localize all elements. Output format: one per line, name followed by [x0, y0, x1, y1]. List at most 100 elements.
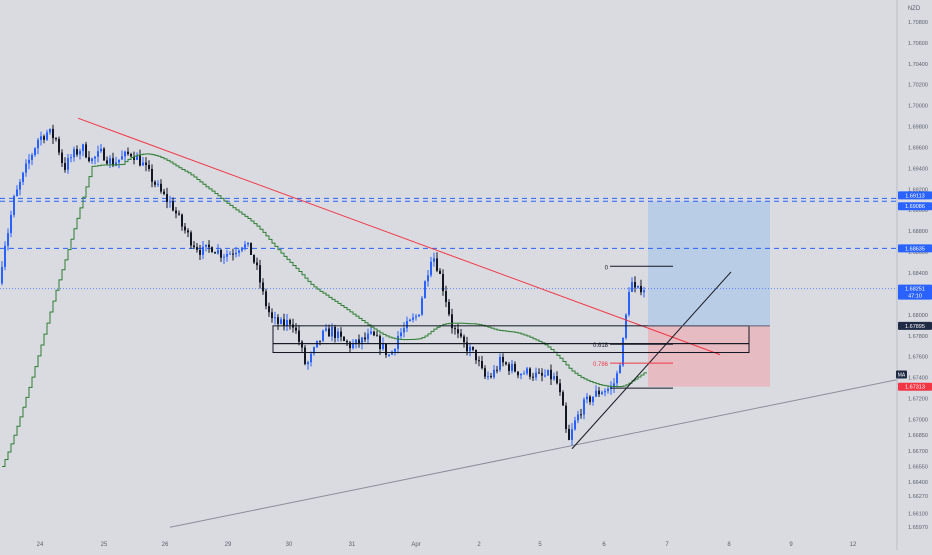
drawings[interactable]: [77, 117, 898, 528]
candle-body: [466, 342, 468, 352]
price-tick-label: 1.68600: [908, 250, 928, 256]
candle-body: [427, 275, 429, 282]
candle-body: [376, 335, 378, 337]
candle-body: [433, 258, 435, 262]
currency-label: NZD: [908, 6, 921, 12]
candle-body: [133, 156, 135, 160]
candle-body: [178, 213, 180, 215]
candle-body: [181, 214, 183, 227]
candle-body: [64, 162, 66, 170]
candle-body: [187, 230, 189, 233]
candle-body: [259, 265, 261, 283]
price-badge: [898, 244, 932, 253]
candle-body: [430, 261, 432, 276]
candle-body: [163, 191, 165, 195]
candle-body: [565, 405, 567, 429]
candle-body: [331, 326, 333, 337]
candle-body: [214, 252, 216, 254]
candle-body: [514, 363, 516, 372]
candle-body: [55, 138, 57, 140]
price-badge: [898, 191, 932, 200]
time-tick-label: 8: [727, 542, 731, 548]
candle-body: [328, 328, 330, 337]
candle-body: [400, 332, 402, 337]
stop-price-badge-text: 1.67313: [905, 385, 925, 391]
candle-body: [13, 196, 15, 215]
candle-body: [469, 346, 471, 352]
candle-body: [94, 156, 96, 159]
candle-body: [229, 253, 231, 255]
candle-body: [289, 319, 291, 325]
candle-body: [457, 329, 459, 334]
candle-body: [571, 429, 573, 440]
ma-tag: [896, 370, 907, 379]
candle-body: [484, 368, 486, 377]
candle-body: [256, 262, 258, 266]
candle-body: [487, 376, 489, 378]
price-level-lines[interactable]: [0, 197, 897, 290]
current-price-text: 1.68251: [905, 287, 925, 293]
support-zone-box[interactable]: [272, 343, 750, 354]
position-zones: [648, 201, 770, 387]
candle-body: [379, 335, 381, 350]
price-tick-label: 1.70800: [908, 20, 928, 26]
candle-body: [253, 254, 255, 263]
candle-body: [442, 273, 444, 292]
candle-body: [10, 214, 12, 234]
candle-body: [22, 172, 24, 182]
candle-body: [82, 144, 84, 152]
candle-body: [97, 151, 99, 157]
candle-body: [499, 356, 501, 370]
candle-body: [211, 247, 213, 253]
candle-body: [352, 344, 354, 349]
time-tick-label: 12: [850, 542, 857, 548]
candle-body: [388, 354, 390, 356]
candle-body: [40, 136, 42, 140]
time-tick-label: 25: [101, 542, 108, 548]
candle-body: [250, 242, 252, 255]
candle-body: [412, 317, 414, 320]
candle-body: [595, 390, 597, 397]
price-tick-label: 1.67000: [908, 417, 928, 423]
candle-body: [37, 139, 39, 149]
candle-body: [184, 226, 186, 231]
stop-price-badge: [898, 382, 932, 391]
ascending-trendline[interactable]: [169, 379, 898, 528]
candle-body: [28, 159, 30, 164]
candle-body: [529, 368, 531, 377]
candle-body: [88, 157, 90, 162]
candle-body: [46, 132, 48, 140]
price-tick-label: 1.70600: [908, 41, 928, 47]
candle-body: [241, 247, 243, 251]
candle-body: [196, 247, 198, 250]
descending-trendline[interactable]: [77, 117, 721, 356]
candle-body: [535, 372, 537, 378]
candle-body: [604, 391, 606, 393]
candle-body: [223, 256, 225, 258]
candle-body: [262, 282, 264, 292]
candle-body: [274, 317, 276, 319]
candle-body: [106, 160, 108, 164]
candle-body: [169, 201, 171, 203]
price-badge-text: 1.69086: [905, 204, 925, 210]
price-tick-label: 1.68400: [908, 271, 928, 277]
candle-body: [49, 128, 51, 133]
candle-body: [391, 351, 393, 355]
rising-trendline[interactable]: [571, 271, 732, 450]
time-tick-label: 7: [665, 542, 669, 548]
price-tick-label: 1.66100: [908, 512, 928, 518]
candle-body: [19, 181, 21, 190]
price-axis[interactable]: NZD 1.70800 1.70600 1.70400 1.70200 1.70000 1.…: [896, 0, 932, 550]
price-tick-label: 1.70000: [908, 104, 928, 110]
price-axis-bg: [897, 0, 932, 550]
time-axis[interactable]: 24 25 26 29 30 31 Apr 2 5 6 7 8 9 12: [37, 542, 857, 548]
candle-body: [496, 369, 498, 371]
candle-body: [355, 339, 357, 345]
price-tick-label: 1.67400: [908, 376, 928, 382]
candle-body: [220, 250, 222, 258]
price-badge-text: 1.69113: [905, 193, 924, 199]
candle-body: [100, 148, 102, 152]
candle-body: [244, 244, 246, 248]
